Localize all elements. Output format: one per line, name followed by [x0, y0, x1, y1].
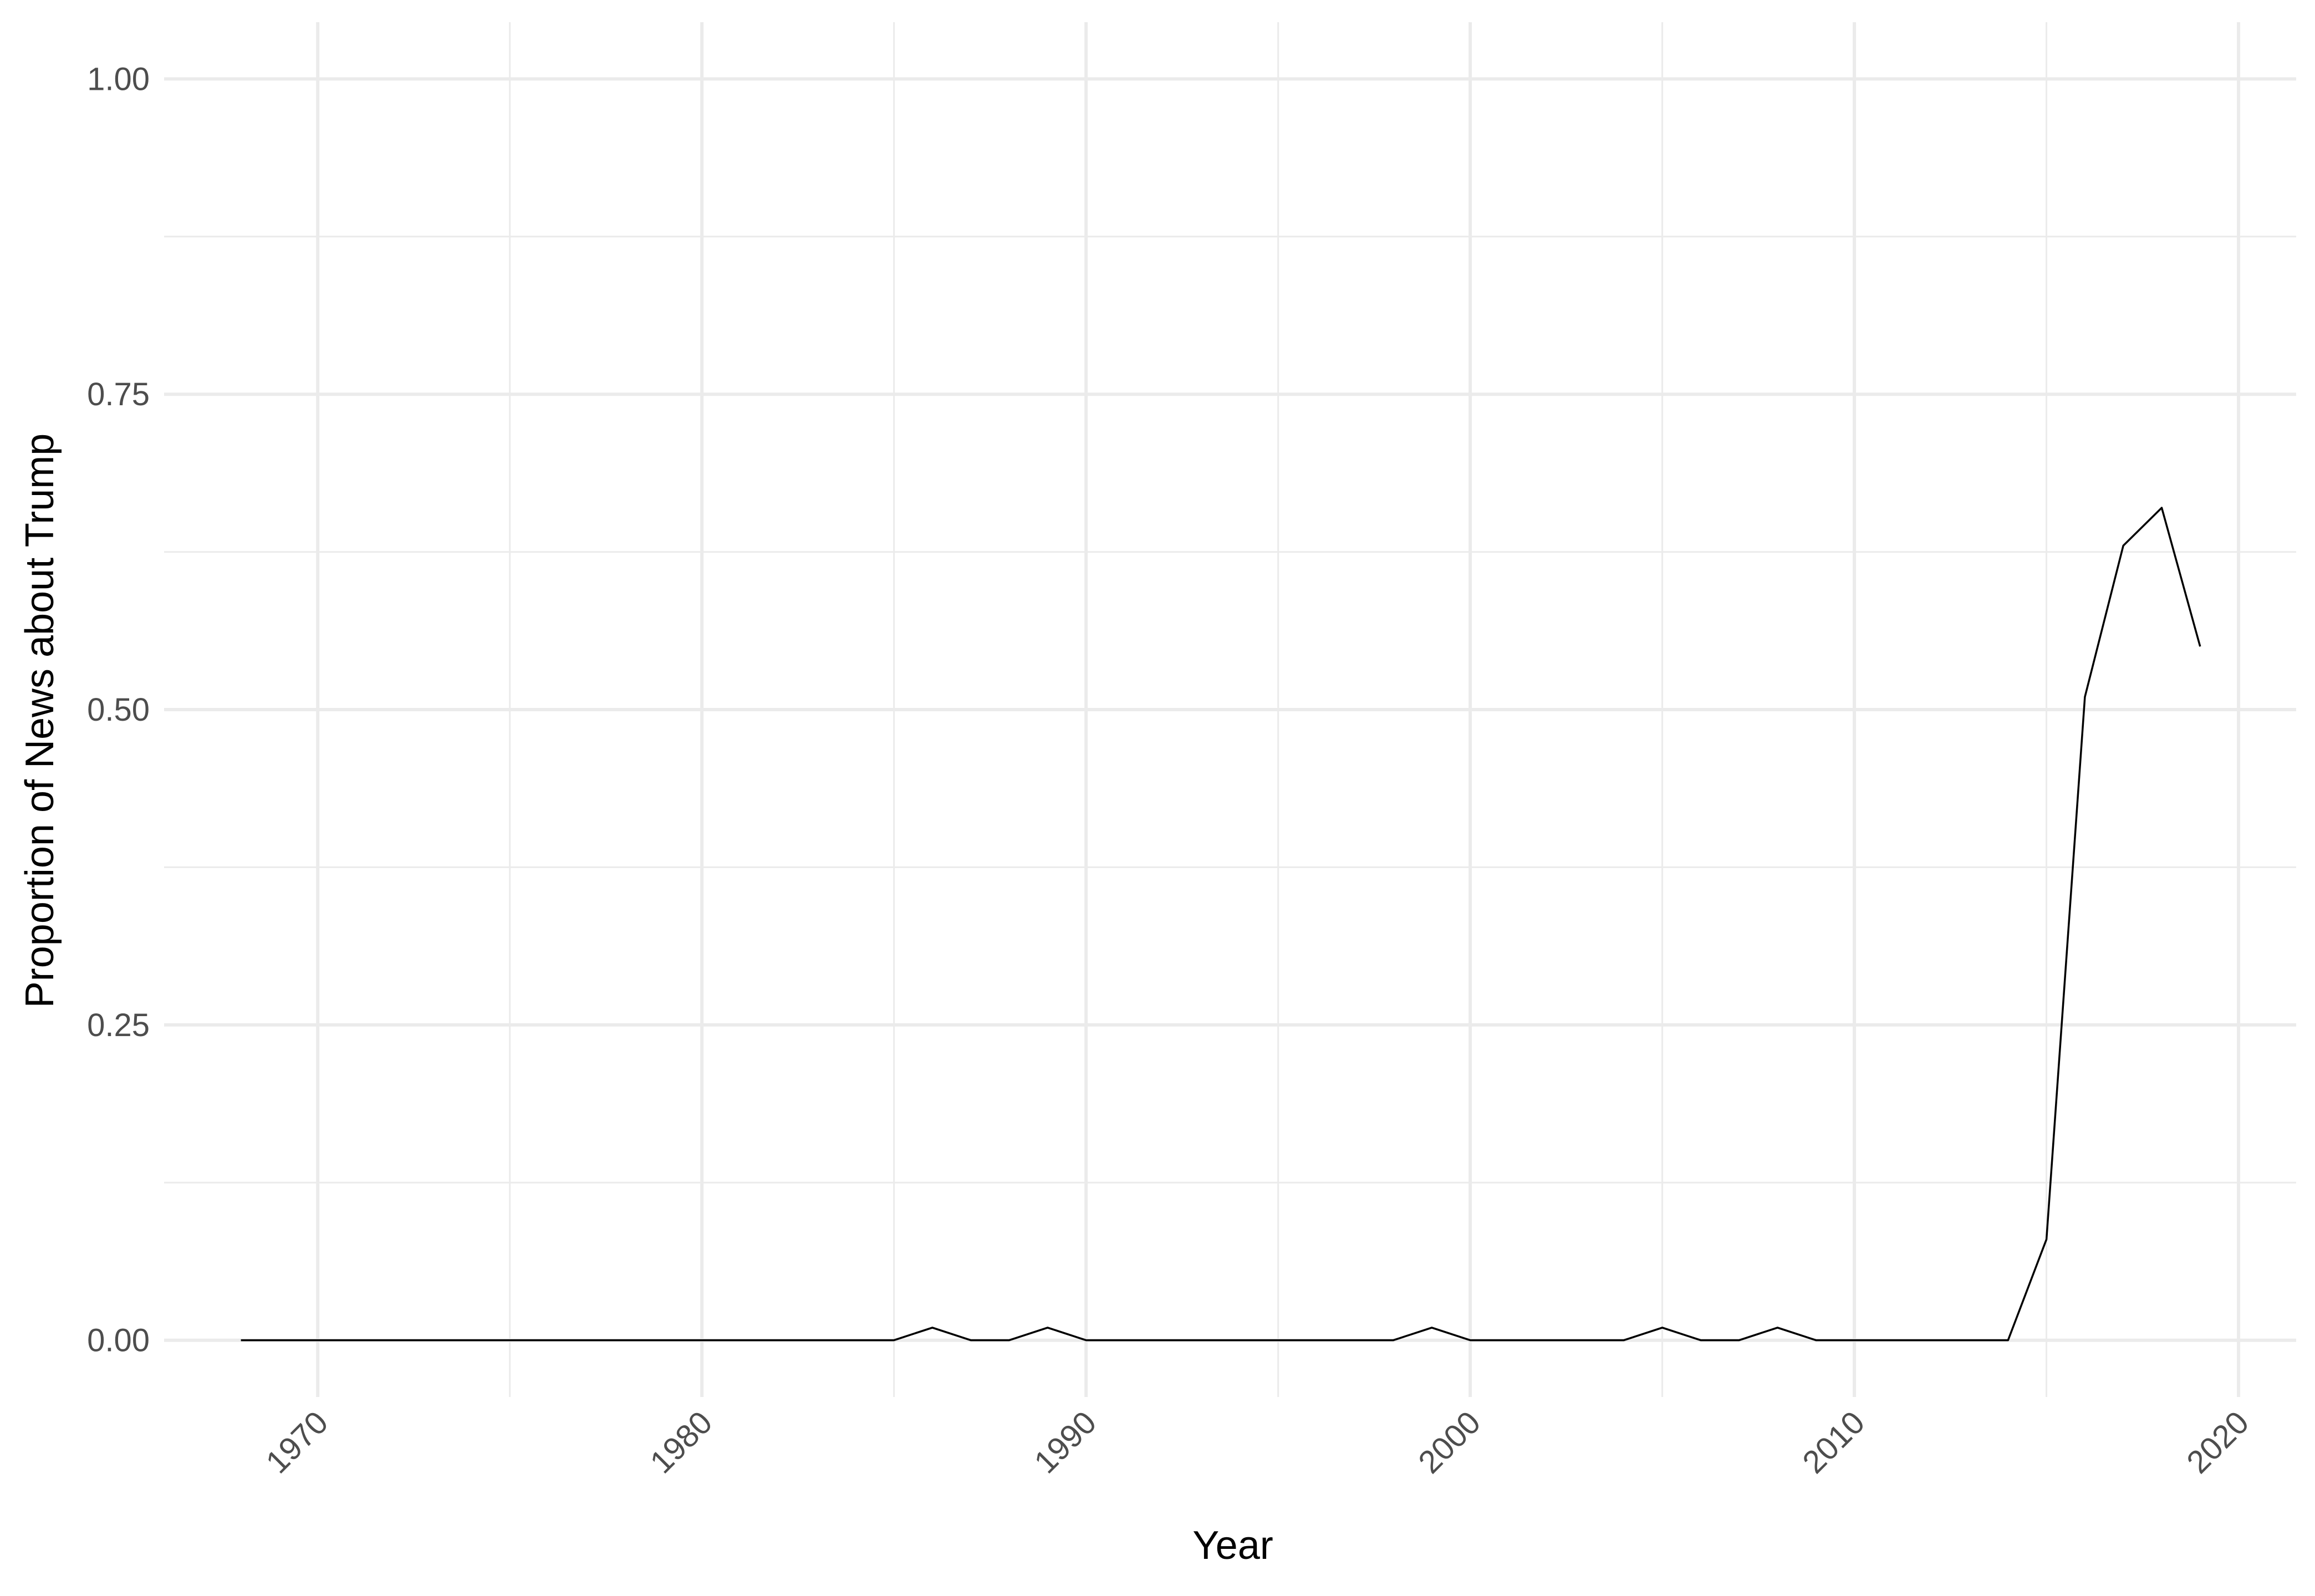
x-axis-title: Year: [1192, 1523, 1273, 1568]
y-tick-label: 0.50: [87, 692, 150, 728]
y-tick-label: 0.25: [87, 1007, 150, 1043]
x-tick-label: 2010: [1796, 1404, 1872, 1480]
y-tick-label: 0.75: [87, 376, 150, 412]
x-tick-label: 2000: [1411, 1404, 1487, 1480]
y-axis-tick-labels: 0.00 0.25 0.50 0.75 1.00: [87, 61, 150, 1358]
series-layer: [241, 507, 2201, 1342]
y-axis-title: Proportion of News about Trump: [18, 434, 62, 1008]
x-axis-tick-labels: 1970 1980 1990 2000 2010 2020: [259, 1404, 2256, 1480]
y-tick-label: 1.00: [87, 61, 150, 97]
y-tick-label: 0.00: [87, 1323, 150, 1359]
x-tick-label: 2020: [2180, 1404, 2256, 1480]
series-line: [241, 507, 2201, 1342]
x-tick-label: 1980: [643, 1404, 719, 1480]
x-tick-label: 1970: [259, 1404, 335, 1480]
major-gridlines: [164, 22, 2296, 1397]
x-tick-label: 1990: [1027, 1404, 1103, 1480]
